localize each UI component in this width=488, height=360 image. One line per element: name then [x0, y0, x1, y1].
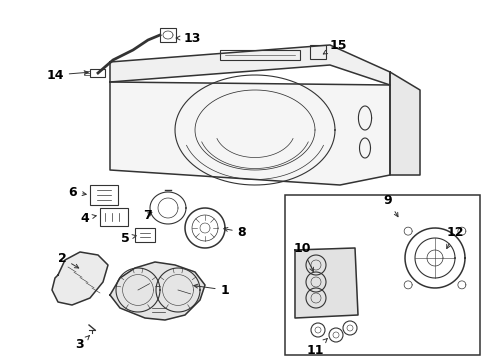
Text: 3: 3 [76, 336, 89, 351]
Text: 5: 5 [121, 231, 136, 244]
Bar [90, 69, 105, 77]
Polygon shape [110, 82, 389, 185]
Text: 8: 8 [224, 225, 246, 239]
Text: 1: 1 [193, 284, 229, 297]
Bar [135, 228, 155, 242]
Bar [285, 195, 479, 355]
Text: 10: 10 [293, 242, 313, 271]
Text: 4: 4 [81, 212, 96, 225]
Bar [220, 50, 299, 60]
Polygon shape [389, 72, 419, 175]
Text: 11: 11 [305, 338, 326, 356]
Text: 9: 9 [383, 194, 397, 217]
Text: 13: 13 [176, 32, 200, 45]
Text: 15: 15 [323, 39, 346, 54]
Text: 14: 14 [46, 68, 88, 81]
Bar [100, 208, 128, 226]
Text: 7: 7 [143, 208, 152, 221]
Text: 12: 12 [446, 225, 463, 248]
Text: 2: 2 [58, 252, 79, 268]
Polygon shape [52, 252, 108, 305]
Text: 6: 6 [68, 185, 86, 198]
Bar [90, 185, 118, 205]
Polygon shape [294, 248, 357, 318]
Polygon shape [110, 45, 389, 85]
Bar [160, 28, 176, 42]
Bar [309, 45, 325, 59]
Polygon shape [110, 262, 204, 320]
